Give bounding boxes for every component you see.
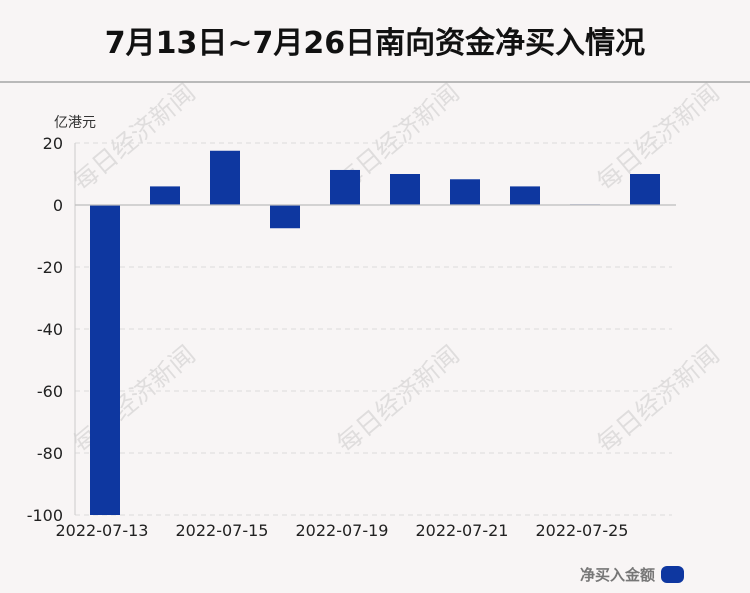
- y-tick-label: 0: [53, 196, 63, 215]
- x-tick-label: 2022-07-21: [416, 521, 509, 540]
- y-tick-label: -40: [37, 320, 63, 339]
- x-tick-label: 2022-07-25: [536, 521, 629, 540]
- chart-title: 7月13日~7月26日南向资金净买入情况: [104, 26, 646, 61]
- bar-2022-07-14: [150, 186, 180, 205]
- bar-2022-07-13: [90, 205, 120, 515]
- legend-swatch: [661, 565, 684, 583]
- bar-2022-07-15: [210, 150, 240, 205]
- x-tick-label: 2022-07-19: [296, 521, 389, 540]
- y-tick-label: -100: [27, 506, 63, 525]
- y-axis-unit-label: 亿港元: [54, 115, 96, 131]
- y-tick-label: 20: [43, 134, 63, 153]
- legend: 净买入金额: [580, 564, 684, 584]
- bar-2022-07-20: [390, 174, 420, 205]
- bar-2022-07-26: [630, 174, 660, 205]
- bar-2022-07-21: [450, 179, 480, 205]
- x-tick-label: 2022-07-13: [56, 521, 149, 540]
- y-tick-label: -80: [37, 444, 63, 463]
- title-divider: [0, 81, 750, 83]
- x-tick-label: 2022-07-15: [176, 521, 269, 540]
- y-tick-label: -20: [37, 258, 63, 277]
- legend-label: 净买入金额: [579, 565, 655, 584]
- bar-2022-07-18: [270, 205, 300, 229]
- bar-2022-07-22: [510, 186, 540, 205]
- y-tick-label: -60: [37, 382, 63, 401]
- bar-2022-07-19: [330, 169, 360, 205]
